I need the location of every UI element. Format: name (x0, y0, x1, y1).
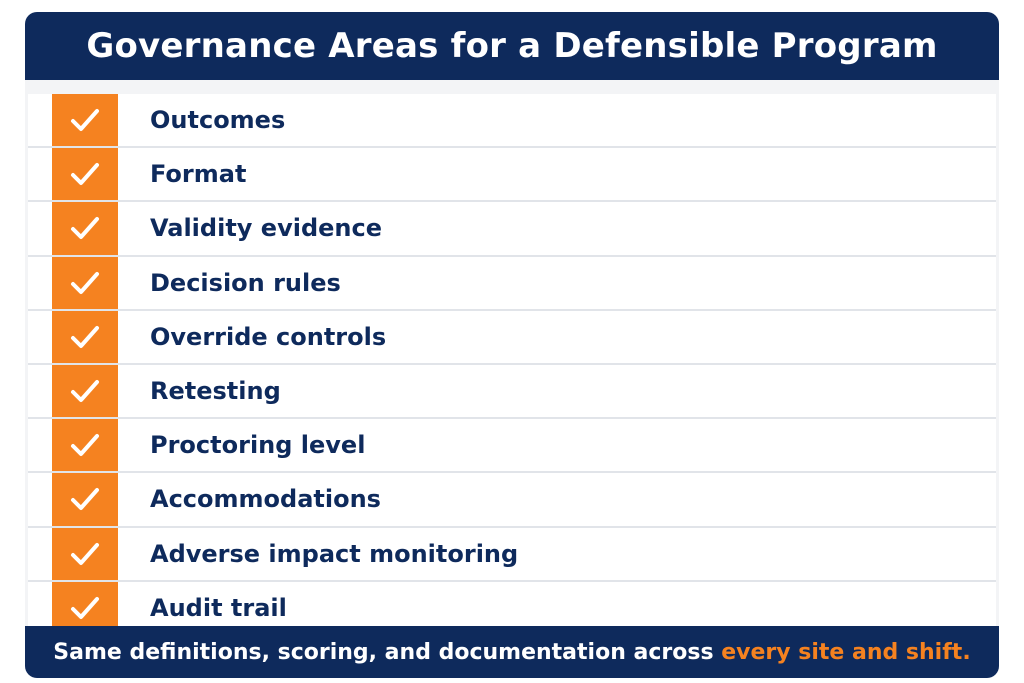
checkmark-icon (71, 271, 99, 294)
checklist-item-label: Format (150, 160, 247, 189)
checklist-row: Decision rules (28, 256, 996, 311)
checkbox-checked (52, 94, 118, 147)
checklist-row: Retesting (28, 365, 996, 420)
footer-text: Same definitions, scoring, and documenta… (53, 639, 714, 665)
checklist-item-label: Adverse impact monitoring (150, 539, 519, 568)
checklist-item-label: Validity evidence (150, 214, 382, 243)
checklist-item-label: Retesting (150, 377, 281, 406)
title-banner: Governance Areas for a Defensible Progra… (25, 12, 999, 80)
checkmark-icon (71, 488, 99, 511)
checklist-row: Format (28, 148, 996, 203)
checkbox-checked (52, 419, 118, 472)
checkmark-icon (71, 109, 99, 132)
checkbox-checked (52, 473, 118, 526)
checkbox-checked (52, 256, 118, 309)
checkbox-checked (52, 148, 118, 201)
governance-card: Governance Areas for a Defensible Progra… (25, 12, 999, 678)
checklist-item-label: Override controls (150, 322, 387, 351)
checkbox-checked (52, 581, 118, 634)
checkbox-checked (52, 527, 118, 580)
checkmark-icon (71, 325, 99, 348)
footer-banner: Same definitions, scoring, and documenta… (25, 626, 999, 678)
checklist-row: Adverse impact monitoring (28, 527, 996, 582)
checklist-row: Outcomes (28, 94, 996, 149)
checkmark-icon (71, 434, 99, 457)
checklist-item-label: Proctoring level (150, 431, 366, 460)
checkbox-checked (52, 365, 118, 418)
checkmark-icon (71, 163, 99, 186)
checkmark-icon (71, 217, 99, 240)
footer-highlight: every site and shift. (721, 639, 971, 665)
checkmark-icon (71, 596, 99, 619)
page-title: Governance Areas for a Defensible Progra… (86, 26, 938, 66)
checklist-row: Validity evidence (28, 202, 996, 257)
checklist-item-label: Decision rules (150, 268, 341, 297)
checklist-row: Proctoring level (28, 419, 996, 474)
checklist-item-label: Outcomes (150, 106, 286, 135)
checklist-row: Accommodations (28, 473, 996, 528)
checklist-item-label: Accommodations (150, 485, 381, 514)
governance-checklist: Outcomes Format Validity evidence Decision … (28, 94, 996, 636)
checkbox-checked (52, 310, 118, 363)
checkmark-icon (71, 542, 99, 565)
checkbox-checked (52, 202, 118, 255)
checklist-row: Override controls (28, 310, 996, 365)
checklist-item-label: Audit trail (150, 593, 287, 622)
checkmark-icon (71, 380, 99, 403)
